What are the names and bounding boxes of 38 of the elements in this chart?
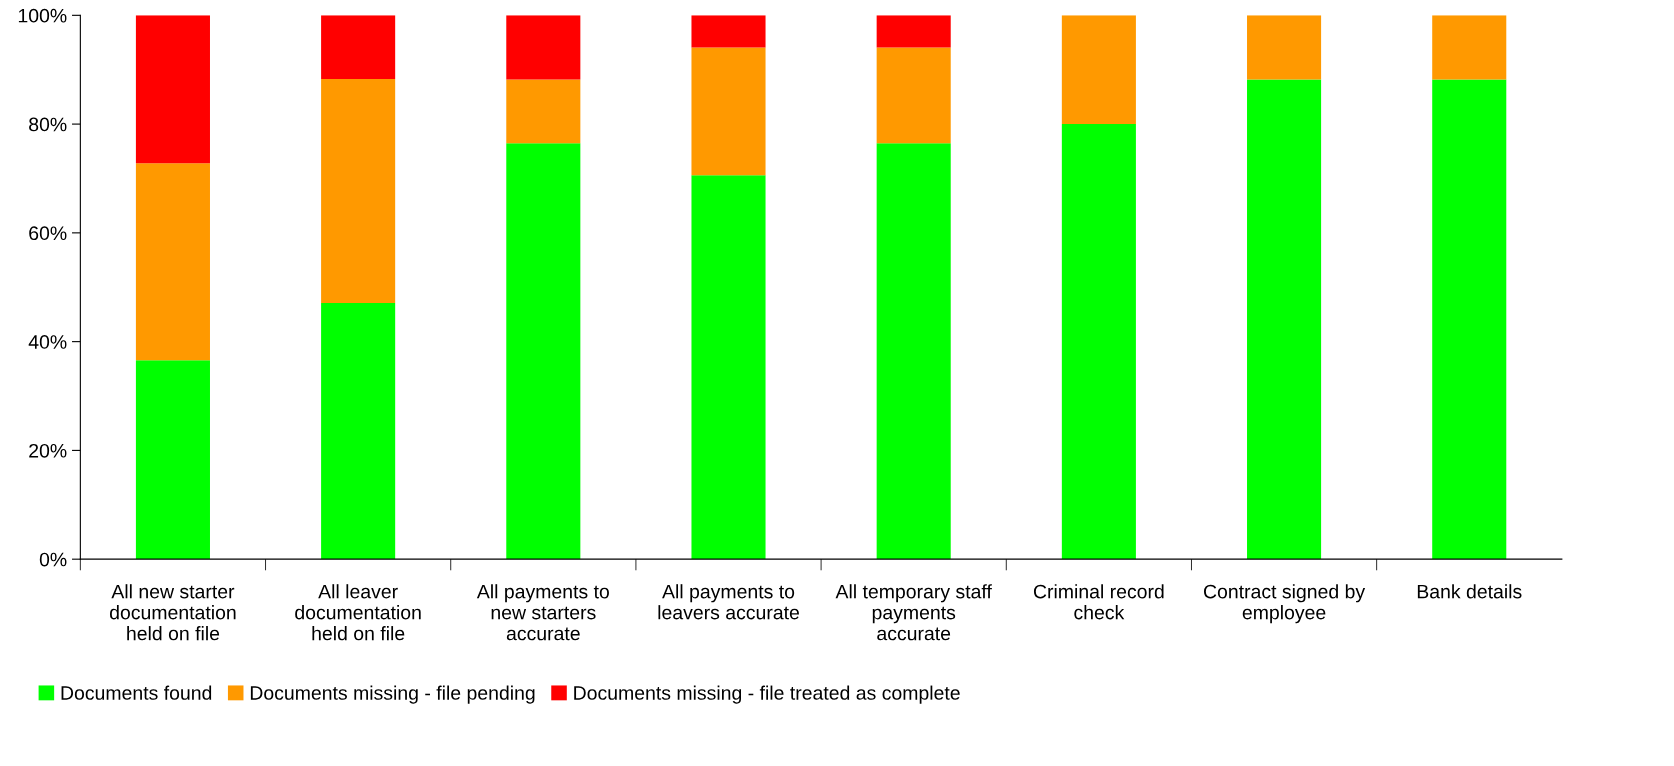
x-tick-label: All leaver documentation held on file <box>295 584 421 641</box>
bar <box>506 143 581 560</box>
x-tick-label: Bank details <box>1417 584 1522 599</box>
bar <box>506 79 581 144</box>
x-tick-label: All payments to leavers accurate <box>658 584 799 620</box>
x-tick-label: Criminal record check <box>1033 584 1164 620</box>
bar <box>1432 15 1507 80</box>
bar <box>135 163 210 361</box>
bar <box>1061 124 1136 560</box>
bar <box>691 15 766 48</box>
bar <box>1247 79 1322 560</box>
bar <box>321 303 396 560</box>
legend-label: Documents found <box>61 685 212 700</box>
bar <box>506 15 581 80</box>
bar <box>321 78 396 304</box>
y-tick-label: 40% <box>28 335 67 349</box>
bar <box>1061 15 1136 125</box>
bar <box>321 15 396 79</box>
bar <box>135 360 210 560</box>
y-tick-label: 60% <box>29 226 67 241</box>
y-tick-label: 80% <box>29 117 67 132</box>
bar <box>691 175 766 560</box>
y-tick-label: 100% <box>18 8 67 23</box>
bar <box>876 15 951 48</box>
bar <box>876 143 951 560</box>
bar <box>691 47 766 176</box>
bar <box>135 15 210 164</box>
bar <box>876 47 951 144</box>
y-tick-label: 0% <box>39 552 67 567</box>
legend-label: Documents missing - file treated as complete <box>574 685 960 704</box>
x-tick-label: Contract signed by employee <box>1203 584 1366 624</box>
legend-label: Documents missing - file pending <box>250 685 535 704</box>
bar <box>1247 15 1322 80</box>
bar <box>1432 79 1507 560</box>
x-tick-label: All payments to new starters accurate <box>476 584 609 641</box>
x-tick-label: All new starter documentation held on file <box>109 584 236 641</box>
y-tick-label: 20% <box>29 443 67 458</box>
x-tick-label: All temporary staff payments accurate <box>835 584 992 641</box>
